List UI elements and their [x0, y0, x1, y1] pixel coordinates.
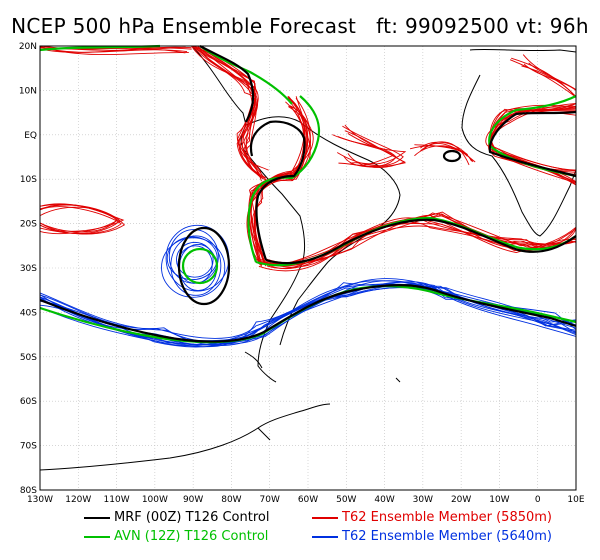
lat-label: 70S [20, 442, 37, 452]
member-5850-line [246, 106, 311, 265]
member-5850-line [523, 63, 577, 91]
longitude-labels: 130W 120W 110W 100W 90W 80W 70W 60W 50W 40W 30W 20W… [27, 495, 585, 505]
member-5850-line [267, 212, 577, 269]
lat-label: 60S [20, 397, 37, 407]
coast-south-america-east [245, 116, 401, 346]
member-5850-line [250, 105, 309, 267]
legend-red: T62 Ensemble Member (5850m) [312, 510, 552, 525]
lat-label: 10N [19, 86, 37, 96]
lat-label: EQ [24, 131, 37, 141]
member-5850-line [337, 135, 395, 166]
map-frame [39, 45, 577, 491]
member-5850-line [343, 124, 407, 168]
map-title: NCEP 500 hPa Ensemble Forecast ft: 99092… [11, 14, 589, 38]
lon-label: 90W [183, 495, 203, 505]
member-5850-line [420, 141, 473, 162]
latitude-labels: 20N 10N EQ 10S 20S 30S 40S 50S 60S 70S 80S [19, 42, 37, 496]
mrf-control-contours [39, 45, 577, 343]
lat-label: 10S [20, 175, 37, 185]
legend-blue: T62 Ensemble Member (5640m) [312, 529, 552, 544]
legend-mrf-swatch [84, 516, 110, 519]
lon-label: 120W [65, 495, 91, 505]
member-5850-line [336, 125, 404, 167]
member-5850-line [249, 101, 307, 266]
member-5850-line [39, 45, 189, 55]
legend-avn-swatch [84, 535, 110, 538]
lon-label: 10E [567, 495, 584, 505]
member-5850-line [39, 204, 118, 233]
member-5640-line [39, 284, 577, 346]
coast-antarctica [39, 403, 576, 491]
member-5850-line [511, 57, 577, 98]
lon-label: 110W [104, 495, 130, 505]
coast-islands [244, 351, 401, 383]
member-5850-line [39, 46, 192, 53]
lon-label: 130W [27, 495, 53, 505]
legend-red-label: T62 Ensemble Member (5850m) [342, 510, 552, 525]
member-5850-line [192, 45, 262, 177]
lon-label: 20W [451, 495, 471, 505]
member-5850-line [521, 65, 577, 98]
lon-label: 100W [142, 495, 168, 505]
legend-blue-label: T62 Ensemble Member (5640m) [342, 529, 552, 544]
legend-avn-label: AVN (12Z) T126 Control [114, 529, 269, 544]
member-5850-line [255, 217, 577, 265]
coast-africa-north [469, 48, 577, 53]
member-5850-line [248, 105, 311, 262]
legend-mrf-label: MRF (00Z) T126 Control [114, 510, 270, 525]
lat-label: 50S [20, 353, 37, 363]
lon-label: 60W [298, 495, 318, 505]
member-5850-line [193, 45, 264, 180]
lat-label: 40S [20, 308, 37, 318]
member-5850-line [190, 45, 269, 183]
legend-mrf: MRF (00Z) T126 Control [84, 510, 269, 525]
member-5850-line [268, 211, 577, 267]
lon-label: 40W [374, 495, 394, 505]
lon-label: 70W [260, 495, 280, 505]
member-5850-line [347, 133, 407, 165]
coast-central-america [192, 46, 305, 383]
member-5850-line [409, 145, 469, 156]
lat-label: 20S [20, 220, 37, 230]
lon-label: 50W [336, 495, 356, 505]
coast-africa [461, 74, 577, 237]
member-5850-line [197, 45, 268, 181]
legend-avn: AVN (12Z) T126 Control [84, 529, 268, 544]
member-5640-closed-low [176, 241, 214, 278]
member-5640-closed-low [166, 236, 218, 281]
member-5640-closed-low [170, 235, 222, 296]
member-5640-closed-low [161, 237, 226, 298]
lon-label: 30W [413, 495, 433, 505]
lon-label: 10W [489, 495, 509, 505]
lat-label: 20N [19, 42, 37, 52]
member-5850-line [509, 59, 577, 98]
lat-lon-grid [39, 45, 577, 491]
legend-blue-swatch [312, 535, 338, 538]
member-5850-line [414, 145, 468, 157]
lat-label: 30S [20, 264, 37, 274]
legend-red-swatch [312, 516, 338, 519]
lon-label: 80W [221, 495, 241, 505]
lon-label: 0 [535, 495, 541, 505]
lat-label: 80S [20, 486, 37, 496]
member-5850-line [420, 141, 470, 166]
